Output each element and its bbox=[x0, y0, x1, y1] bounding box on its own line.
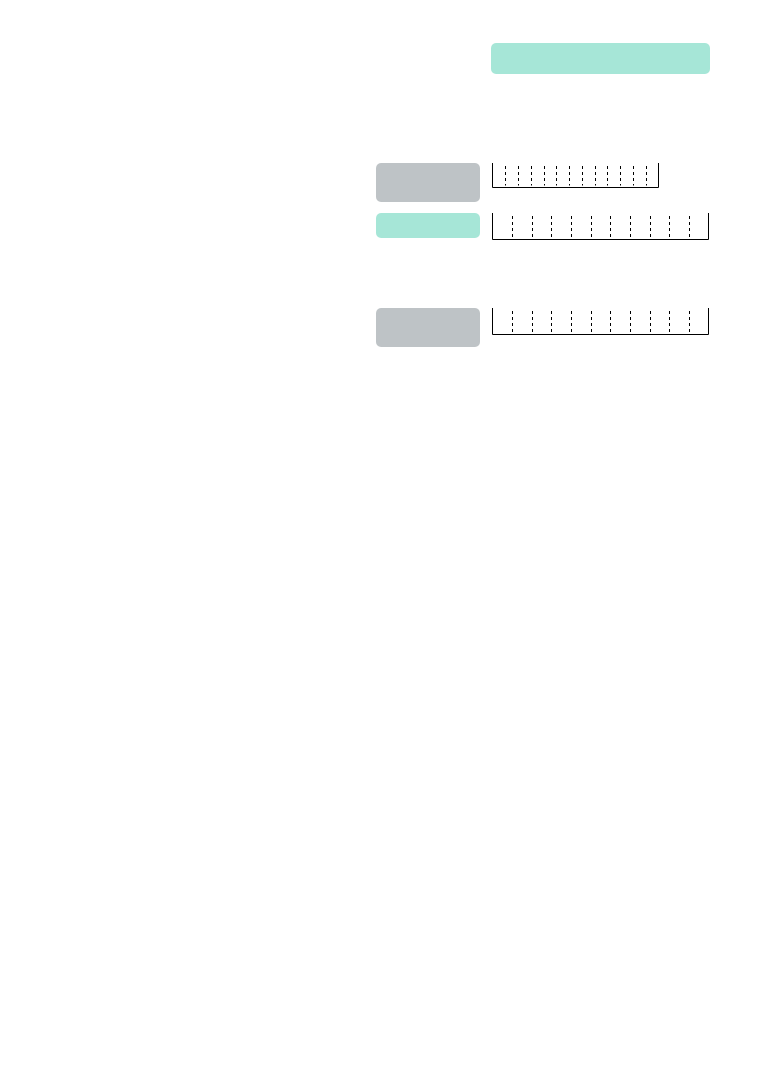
field-label-box-2 bbox=[376, 213, 480, 238]
field-label-box-3 bbox=[376, 308, 480, 347]
comb-field-3[interactable] bbox=[491, 307, 713, 337]
field-label-box-1 bbox=[376, 163, 480, 202]
comb-field-2[interactable] bbox=[491, 212, 713, 242]
header-band bbox=[491, 43, 710, 74]
comb-field-1[interactable] bbox=[491, 162, 663, 190]
